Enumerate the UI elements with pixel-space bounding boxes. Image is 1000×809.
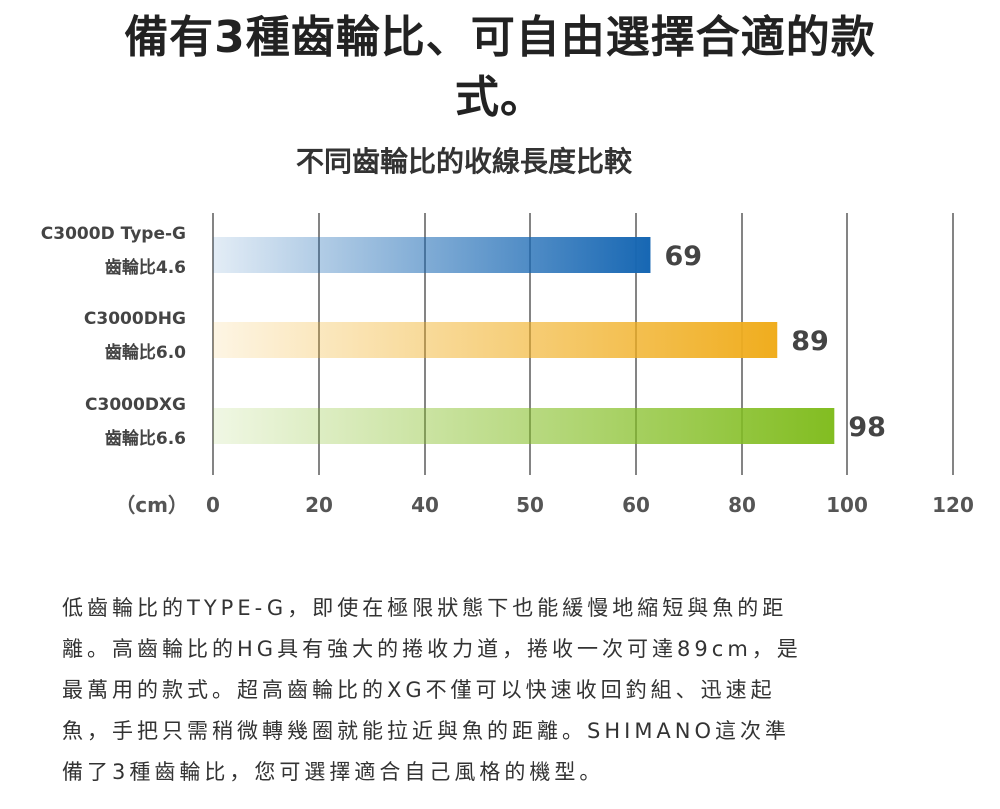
paragraph-line-4: 魚，手把只需稍微轉幾圈就能拉近與魚的距離。SHIMANO這次準 xyxy=(62,719,791,743)
bar-ratio-label: 齒輪比6.0 xyxy=(105,342,186,363)
bar-3 xyxy=(213,408,835,444)
x-tick-label: 100 xyxy=(826,493,868,517)
paragraph-line-2: 離。高齒輪比的HG具有強大的捲收力道，捲收一次可達89cm，是 xyxy=(62,637,802,661)
bar-ratio-label: 齒輪比6.6 xyxy=(105,428,186,449)
bar-2 xyxy=(213,322,778,358)
bar-value-label: 98 xyxy=(848,412,886,443)
x-unit-label: （cm） xyxy=(115,493,188,517)
bar-value-label: 69 xyxy=(664,241,702,272)
x-tick-label: 20 xyxy=(305,493,333,517)
bar-chart: 69 C3000D Type-G 齒輪比4.6 89 C3000DHG 齒輪比6.0 98 C… xyxy=(41,213,974,517)
bar-model-label: C3000DXG xyxy=(85,395,186,415)
paragraph-line-1: 低齒輪比的TYPE-G，即使在極限狀態下也能緩慢地縮短與魚的距 xyxy=(62,596,788,620)
description-paragraph: 低齒輪比的TYPE-G，即使在極限狀態下也能緩慢地縮短與魚的距 離。高齒輪比的H… xyxy=(62,588,942,793)
x-tick-label: 50 xyxy=(516,493,544,517)
headline: 備有3種齒輪比、可自由選擇合適的款 式。 xyxy=(0,8,1000,128)
paragraph-line-5: 備了3種齒輪比，您可選擇適合自己風格的機型。 xyxy=(62,760,605,784)
headline-line-2: 式。 xyxy=(455,72,545,123)
bar-model-label: C3000D Type-G xyxy=(41,224,186,244)
x-tick-label: 60 xyxy=(622,493,650,517)
headline-line-1: 備有3種齒輪比、可自由選擇合適的款 xyxy=(124,12,876,63)
bar-value-label: 89 xyxy=(791,326,829,357)
x-tick-label: 80 xyxy=(728,493,756,517)
bar-ratio-label: 齒輪比4.6 xyxy=(105,257,186,278)
bar-model-label: C3000DHG xyxy=(84,309,186,329)
bar-1 xyxy=(213,237,651,273)
chart-title: 不同齒輪比的收線長度比較 xyxy=(295,145,632,178)
x-tick-label: 0 xyxy=(206,493,220,517)
x-tick-label: 40 xyxy=(411,493,439,517)
paragraph-line-3: 最萬用的款式。超高齒輪比的XG不僅可以快速收回釣組、迅速起 xyxy=(62,678,776,702)
x-tick-label: 120 xyxy=(932,493,974,517)
